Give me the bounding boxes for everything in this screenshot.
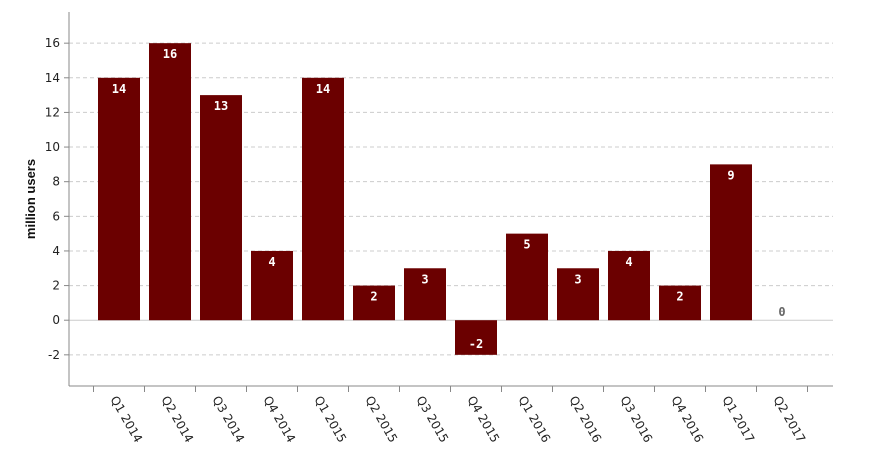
- bar: [302, 77, 344, 321]
- x-tick-label: Q4 2014: [260, 394, 298, 446]
- y-tick-label: 2: [52, 279, 60, 293]
- data-label: 2: [370, 290, 377, 304]
- data-label: 5: [523, 238, 530, 252]
- y-tick-label: 16: [45, 36, 60, 50]
- data-label: 3: [574, 272, 581, 286]
- x-tick-label: Q2 2015: [362, 394, 400, 446]
- y-tick-label: 10: [45, 140, 60, 154]
- x-tick-label: Q1 2016: [515, 394, 553, 446]
- data-label: 2: [676, 290, 683, 304]
- data-label: 4: [268, 255, 275, 269]
- x-tick-label: Q4 2015: [464, 394, 502, 446]
- y-tick-label: 14: [45, 71, 60, 85]
- data-label: 0: [778, 305, 785, 319]
- y-tick-label: 0: [52, 313, 60, 327]
- data-label: 13: [214, 99, 228, 113]
- data-label: 14: [112, 82, 126, 96]
- y-axis-label: million users: [23, 159, 38, 239]
- y-tick-label: 4: [52, 244, 60, 258]
- y-tick-label: 8: [52, 175, 60, 189]
- x-tick-label: Q3 2016: [617, 394, 655, 446]
- x-tick-label: Q4 2016: [668, 394, 706, 446]
- bar: [149, 43, 191, 321]
- data-label: 3: [421, 272, 428, 286]
- y-tick-label: 6: [52, 209, 60, 223]
- x-tick-label: Q1 2017: [719, 394, 757, 446]
- data-label: 9: [727, 168, 734, 182]
- bar: [251, 250, 293, 321]
- bar: [200, 95, 242, 321]
- bar: [98, 77, 140, 321]
- x-tick-label: Q2 2016: [566, 394, 604, 446]
- bar: [506, 233, 548, 321]
- data-label: -2: [469, 337, 483, 351]
- data-label: 16: [163, 47, 177, 61]
- bar: [608, 250, 650, 321]
- bar: [557, 268, 599, 321]
- x-tick-label: Q2 2017: [770, 394, 808, 446]
- x-tick-label: Q3 2015: [413, 394, 451, 446]
- bar: [710, 164, 752, 321]
- x-tick-label: Q3 2014: [209, 394, 247, 446]
- bar: [455, 320, 497, 355]
- y-tick-label: 12: [45, 105, 60, 119]
- bar: [353, 285, 395, 321]
- bar: [404, 268, 446, 321]
- data-label: 4: [625, 255, 632, 269]
- y-tick-label: -2: [48, 348, 60, 362]
- bar: [659, 285, 701, 321]
- x-tick-label: Q1 2015: [311, 394, 349, 446]
- x-tick-label: Q1 2014: [107, 394, 145, 446]
- data-label: 14: [316, 82, 330, 96]
- x-tick-label: Q2 2014: [158, 394, 196, 446]
